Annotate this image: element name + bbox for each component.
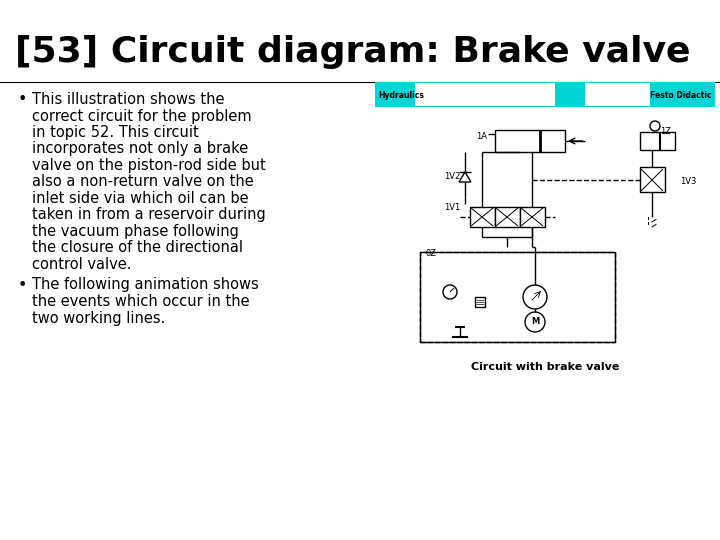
Text: the vacuum phase following: the vacuum phase following [32,224,239,239]
Bar [470,207,495,227]
Text: two working lines.: two working lines. [32,310,166,326]
Text: This illustration shows the: This illustration shows the [32,92,225,107]
Text: Circuit with brake valve: Circuit with brake valve [471,362,619,372]
Bar [495,207,520,227]
Text: 1Z: 1Z [660,127,671,136]
Bar [420,252,615,342]
Text: valve on the piston-rod side but: valve on the piston-rod side but [32,158,266,173]
Bar [495,130,565,152]
Text: the closure of the directional: the closure of the directional [32,240,243,255]
Text: The following animation shows: The following animation shows [32,278,258,293]
Bar [585,83,650,106]
Text: 0Z: 0Z [425,249,436,258]
Text: taken in from a reservoir during: taken in from a reservoir during [32,207,266,222]
Bar [475,297,485,307]
Polygon shape [459,172,471,182]
Bar [415,83,555,106]
Text: control valve.: control valve. [32,257,132,272]
Text: 1A: 1A [476,132,487,141]
Text: in topic 52. This circuit: in topic 52. This circuit [32,125,199,140]
Bar [420,252,615,342]
Text: 1V3: 1V3 [680,178,696,186]
Bar [640,167,665,192]
Text: Festo Didactic: Festo Didactic [650,91,712,100]
Text: 1V1: 1V1 [444,202,460,212]
Text: Hydraulics: Hydraulics [378,91,424,100]
Text: also a non-return valve on the: also a non-return valve on the [32,174,253,190]
Text: •: • [18,278,27,293]
Bar [375,82,715,107]
Text: inlet side via which oil can be: inlet side via which oil can be [32,191,248,206]
Text: 1V2: 1V2 [444,172,460,181]
Text: M: M [531,318,539,327]
Text: •: • [18,92,27,107]
Text: correct circuit for the problem: correct circuit for the problem [32,109,251,124]
Bar [640,132,675,150]
Text: [53] Circuit diagram: Brake valve: [53] Circuit diagram: Brake valve [15,35,690,69]
Text: the events which occur in the: the events which occur in the [32,294,250,309]
Text: incorporates not only a brake: incorporates not only a brake [32,141,248,157]
Bar [520,207,545,227]
